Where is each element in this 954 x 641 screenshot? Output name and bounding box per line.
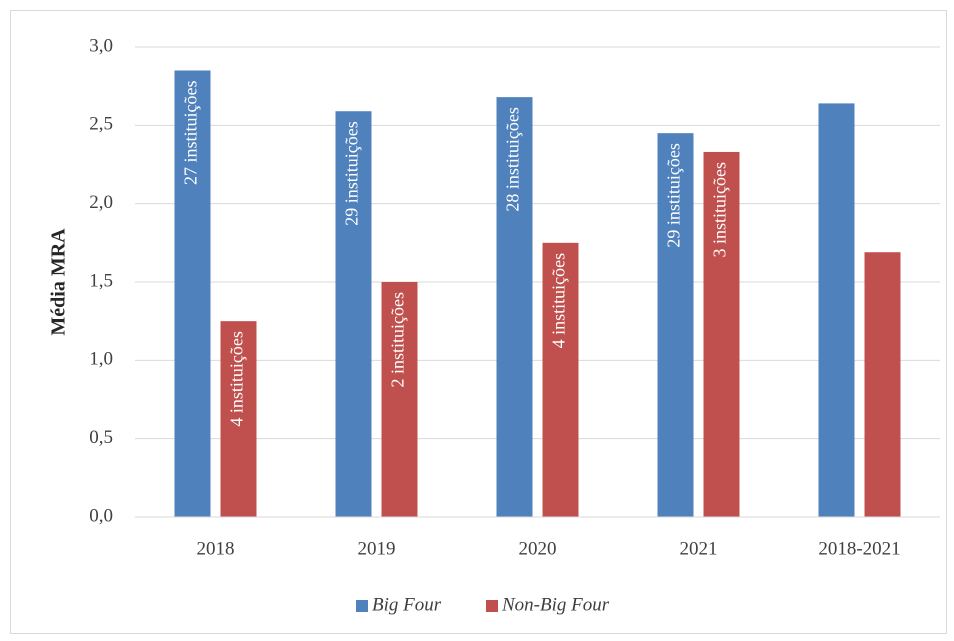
x-tick-label: 2020 bbox=[519, 538, 557, 559]
chart-border bbox=[10, 10, 947, 634]
y-tick-label: 1,0 bbox=[89, 349, 113, 370]
bar bbox=[220, 321, 257, 517]
bar-label: 28 instituições bbox=[503, 107, 523, 212]
bar-label: 2 instituições bbox=[388, 292, 408, 388]
x-tick-label: 2018-2021 bbox=[818, 538, 900, 559]
y-tick-label: 0,5 bbox=[89, 427, 113, 448]
bar bbox=[542, 242, 579, 518]
y-tick-label: 1,5 bbox=[89, 270, 113, 291]
bar-label: 3 instituições bbox=[710, 162, 730, 258]
x-tick-label: 2021 bbox=[680, 538, 718, 559]
bar bbox=[174, 70, 211, 517]
bar-label: 29 instituições bbox=[664, 143, 684, 248]
bar-label: 4 instituições bbox=[227, 331, 247, 427]
bar bbox=[381, 282, 418, 517]
y-tick-label: 0,0 bbox=[89, 505, 113, 526]
y-tick-label: 2,0 bbox=[89, 192, 113, 213]
legend-swatch bbox=[486, 600, 498, 612]
bar bbox=[496, 97, 533, 517]
bar bbox=[864, 252, 901, 517]
bar-label: 27 instituições bbox=[181, 81, 201, 186]
legend-label: Non-Big Four bbox=[501, 594, 610, 615]
x-tick-label: 2018 bbox=[197, 538, 235, 559]
bar bbox=[657, 133, 694, 517]
legend-label: Big Four bbox=[372, 594, 442, 615]
bar-label: 4 instituições bbox=[549, 253, 569, 348]
y-axis-label: Média MRA bbox=[48, 228, 70, 336]
x-tick-label: 2019 bbox=[358, 538, 396, 559]
y-tick-label: 3,0 bbox=[89, 35, 113, 56]
legend-swatch bbox=[356, 600, 368, 612]
bar bbox=[335, 111, 372, 517]
bar bbox=[703, 151, 740, 517]
bar bbox=[818, 103, 855, 518]
bar-label: 29 instituições bbox=[342, 121, 362, 226]
y-tick-label: 2,5 bbox=[89, 114, 113, 135]
